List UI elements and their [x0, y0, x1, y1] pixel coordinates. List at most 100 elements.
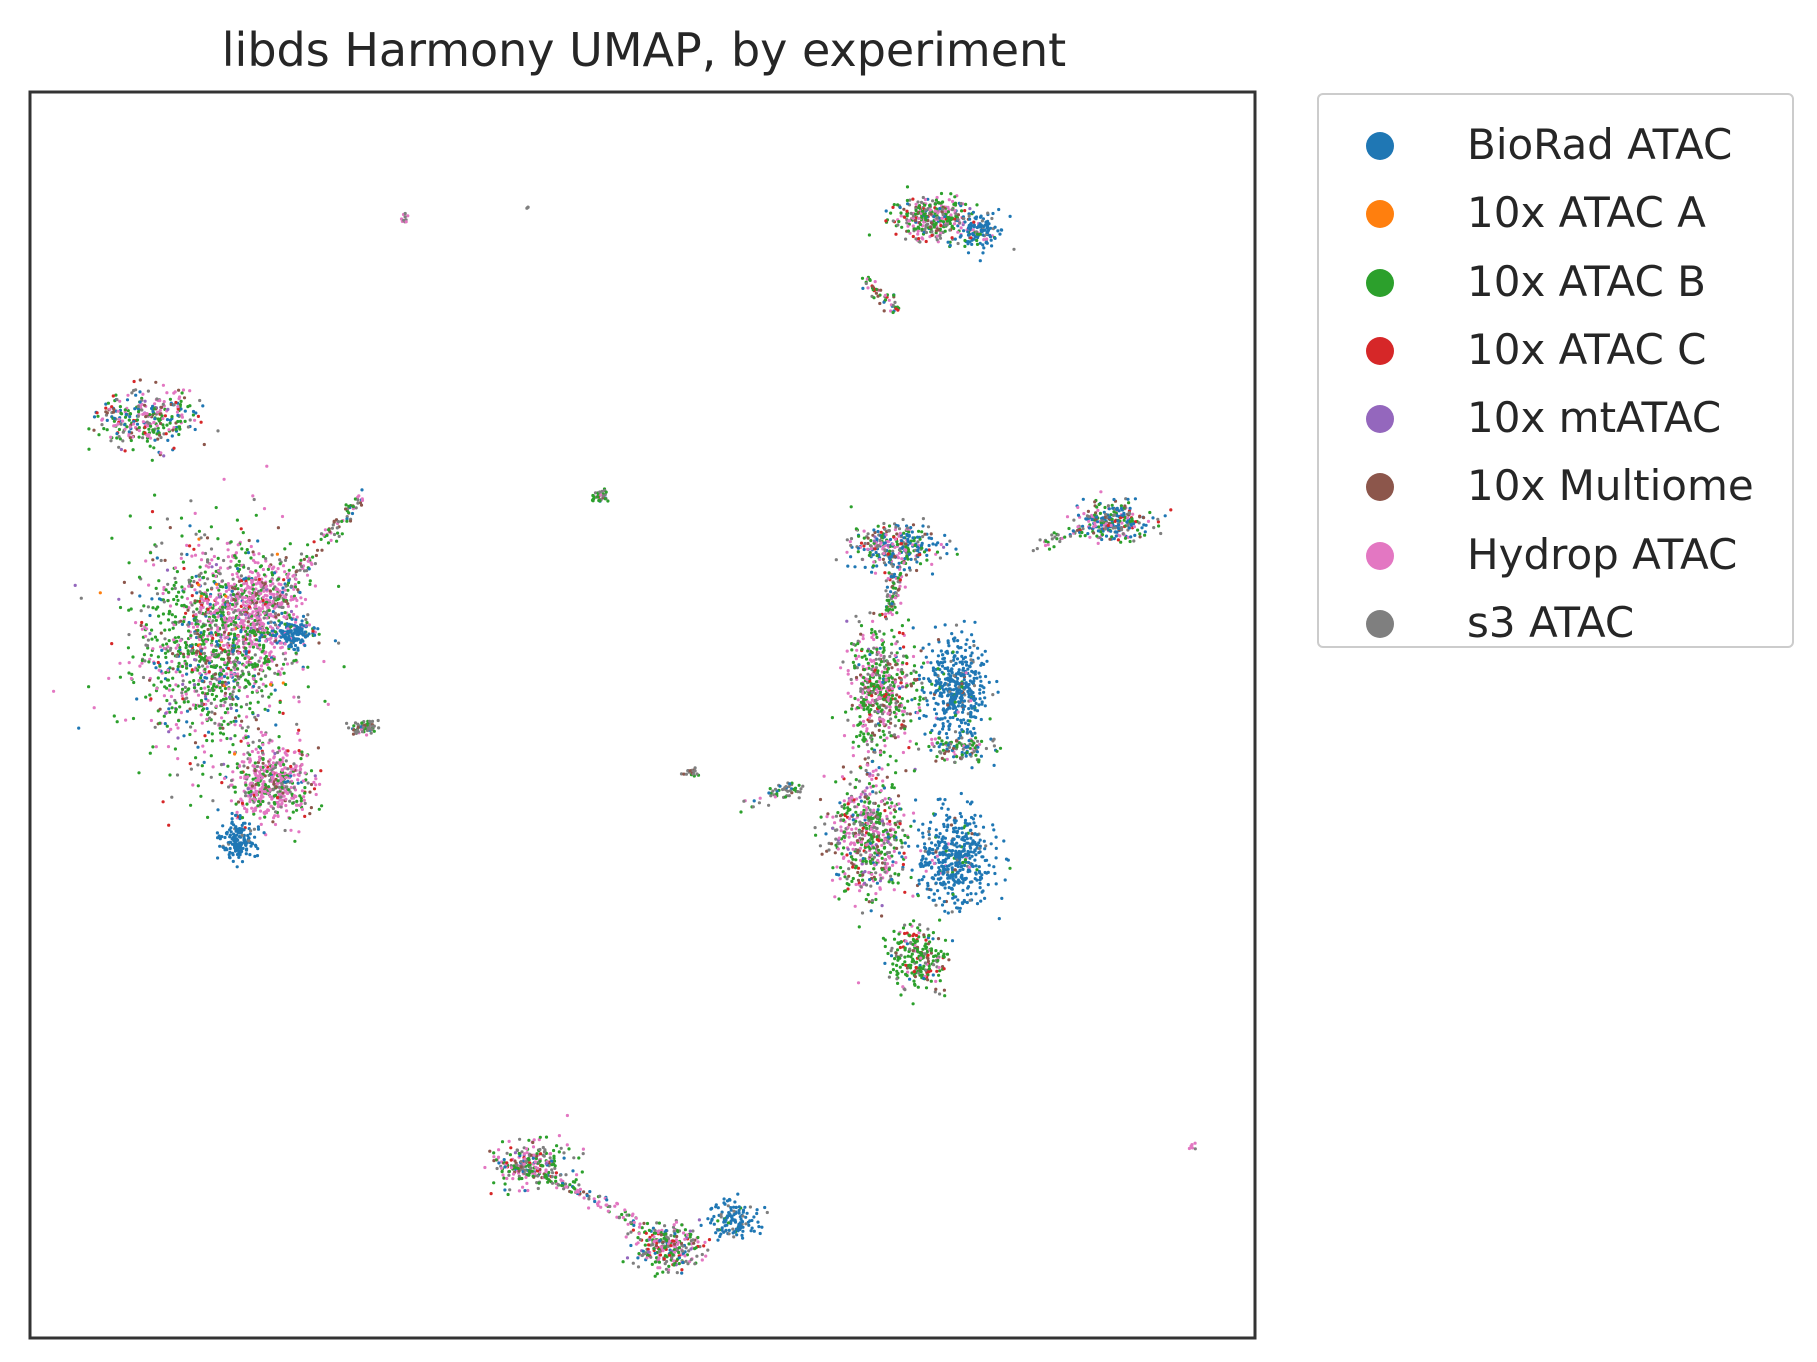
scatter-point	[213, 712, 217, 716]
scatter-point	[297, 749, 301, 753]
scatter-point	[885, 801, 889, 805]
scatter-point	[161, 612, 165, 616]
scatter-point	[974, 215, 979, 219]
scatter-point	[943, 886, 947, 890]
scatter-point	[155, 638, 159, 642]
scatter-point	[254, 747, 258, 751]
scatter-point	[253, 662, 257, 666]
scatter-point	[233, 790, 237, 794]
scatter-point	[377, 726, 381, 730]
scatter-point	[554, 1175, 558, 1179]
scatter-point	[242, 582, 246, 586]
scatter-point	[255, 764, 260, 769]
scatter-point	[621, 1260, 625, 1264]
scatter-point	[851, 857, 855, 861]
scatter-point	[928, 203, 932, 208]
scatter-point	[926, 525, 931, 529]
scatter-point	[166, 618, 171, 622]
scatter-point	[224, 594, 228, 598]
scatter-point	[932, 892, 936, 896]
scatter-point	[926, 660, 930, 664]
scatter-point	[213, 721, 217, 725]
scatter-point	[1136, 528, 1140, 532]
scatter-point	[269, 636, 273, 640]
scatter-point	[131, 716, 136, 721]
scatter-point	[851, 863, 855, 867]
scatter-point	[903, 833, 907, 838]
scatter-point	[209, 754, 213, 758]
scatter-point	[910, 530, 914, 534]
scatter-point	[254, 638, 259, 642]
scatter-point	[307, 567, 311, 571]
scatter-point	[238, 723, 242, 728]
scatter-point	[1169, 508, 1173, 512]
scatter-point	[278, 558, 282, 562]
scatter-point	[168, 702, 172, 706]
scatter-point	[874, 768, 878, 772]
scatter-point	[929, 661, 933, 665]
scatter-point	[973, 708, 977, 712]
scatter-point	[577, 1183, 581, 1187]
scatter-point	[226, 676, 230, 680]
scatter-point	[929, 748, 933, 752]
scatter-point	[890, 785, 894, 790]
scatter-point	[205, 717, 209, 721]
scatter-point	[978, 259, 982, 263]
scatter-point	[221, 610, 225, 614]
scatter-point	[958, 909, 962, 914]
scatter-point	[151, 647, 155, 651]
scatter-point	[991, 693, 995, 697]
scatter-point	[863, 789, 867, 793]
scatter-point	[916, 200, 920, 204]
scatter-point	[921, 646, 925, 650]
scatter-point	[882, 750, 886, 754]
scatter-point	[155, 397, 159, 401]
scatter-point	[964, 852, 968, 856]
scatter-point	[908, 198, 912, 202]
scatter-point	[261, 649, 265, 653]
scatter-point	[897, 708, 901, 713]
scatter-point	[593, 491, 598, 495]
scatter-point	[148, 613, 152, 618]
scatter-point	[874, 632, 878, 636]
scatter-point	[307, 556, 311, 561]
scatter-point	[146, 646, 150, 650]
scatter-point	[169, 694, 173, 699]
scatter-point	[198, 578, 202, 582]
scatter-point	[960, 753, 964, 757]
scatter-point	[938, 868, 942, 872]
scatter-point	[946, 867, 950, 871]
scatter-point	[677, 1262, 681, 1266]
scatter-point	[144, 634, 148, 638]
scatter-point	[712, 1222, 716, 1226]
scatter-point	[268, 653, 272, 658]
scatter-point	[831, 826, 835, 830]
scatter-point	[871, 664, 875, 668]
scatter-point	[294, 577, 298, 581]
scatter-point	[918, 553, 922, 557]
scatter-point	[311, 555, 315, 559]
scatter-point	[230, 693, 234, 697]
scatter-point	[256, 727, 260, 731]
scatter-point	[896, 981, 900, 986]
scatter-point	[209, 664, 213, 669]
scatter-point	[234, 825, 238, 829]
scatter-point	[188, 732, 192, 737]
scatter-point	[888, 822, 892, 827]
scatter-point	[921, 947, 925, 951]
scatter-point	[857, 925, 861, 929]
scatter-point	[937, 835, 941, 839]
scatter-point	[195, 619, 199, 623]
scatter-point	[863, 541, 867, 546]
scatter-point	[175, 773, 180, 777]
scatter-point	[980, 855, 984, 859]
scatter-point	[883, 802, 887, 806]
scatter-point	[231, 743, 235, 747]
scatter-point	[953, 713, 958, 718]
scatter-point	[177, 719, 181, 723]
scatter-point	[767, 803, 771, 807]
scatter-point	[894, 951, 898, 955]
scatter-point	[369, 731, 373, 735]
scatter-point	[190, 575, 194, 580]
scatter-point	[879, 850, 884, 854]
